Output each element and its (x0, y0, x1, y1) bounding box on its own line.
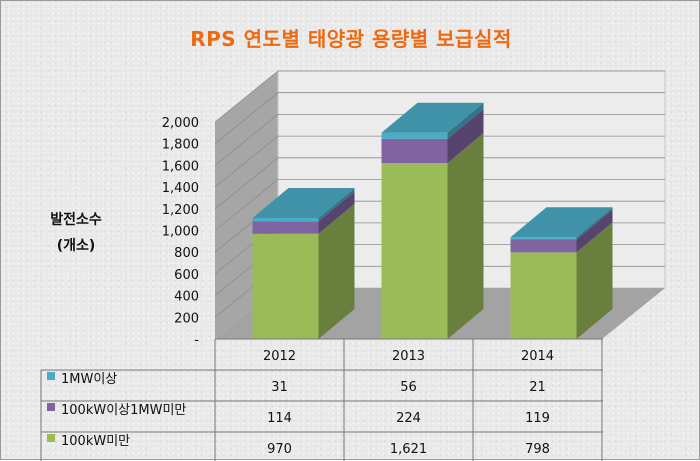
bar-side-2012-s1 (318, 191, 355, 234)
y-axis-label-line1: 발전소수 (50, 212, 102, 228)
bar-front-2013-s2 (381, 132, 448, 139)
y-tick-label: 1,400 (162, 181, 199, 196)
bar-front-2014-s2 (510, 237, 577, 240)
bar-front-2013-s0 (381, 163, 448, 339)
legend-swatch (47, 434, 55, 442)
y-tick-label: 400 (174, 290, 199, 305)
bar-top-2013 (381, 102, 484, 133)
bar-side-2014-s2 (576, 207, 613, 240)
data-table-legend: 1MW이상 100kW이상1MW미만 100kW미만 (41, 361, 211, 454)
gridline (214, 114, 665, 166)
bar-front-2014-s1 (510, 239, 577, 253)
bar-side-2012-s2 (318, 188, 355, 222)
y-tick-label: 1,600 (162, 159, 199, 174)
gridline (214, 135, 665, 188)
data-label-2013-s0: 1,621 (390, 442, 427, 457)
y-tick-label: 200 (174, 311, 199, 326)
legend-row: 100kW이상1MW미만 (41, 392, 211, 423)
data-label-2012-s0: 970 (267, 442, 292, 457)
bar-front-2012-s0 (252, 233, 319, 339)
y-tick-label: 800 (174, 246, 199, 261)
legend-label: 1MW이상 (61, 372, 118, 387)
bar-front-2013-s1 (381, 138, 448, 164)
gridline (214, 157, 665, 210)
bar-front-2014-s0 (510, 252, 577, 339)
legend-label: 100kW이상1MW미만 (61, 403, 187, 418)
y-tick-label: 1,200 (162, 203, 199, 218)
y-tick-label: - (194, 333, 199, 348)
bar-side-2012-s0 (318, 203, 355, 339)
y-axis-label-line2: (개소) (56, 238, 96, 254)
x-tick-label-2012: 2012 (263, 349, 296, 364)
legend-row: 1MW이상 (41, 361, 211, 392)
data-label-2013-s1: 224 (396, 411, 421, 426)
legend-row: 100kW미만 (41, 423, 211, 454)
bar-front-2012-s1 (252, 221, 319, 234)
legend-swatch (47, 403, 55, 411)
data-label-2014-s2: 21 (529, 380, 546, 395)
bar-side-2013-s1 (447, 108, 484, 164)
x-tick-label-2014: 2014 (521, 349, 554, 364)
gridline (214, 179, 665, 231)
gridline (214, 92, 665, 145)
bar-side-2013-s2 (447, 102, 484, 139)
bar-top-2012 (252, 188, 355, 219)
gridline (214, 70, 665, 123)
y-tick-label: 2,000 (162, 116, 199, 131)
data-label-2014-s1: 119 (525, 411, 550, 426)
data-label-2012-s2: 31 (271, 380, 288, 395)
chart-title: RPS 연도별 태양광 용량별 보급실적 (190, 27, 512, 51)
legend-swatch (47, 372, 55, 380)
bar-side-2014-s0 (576, 222, 613, 339)
bar-front-2012-s2 (252, 218, 319, 222)
data-label-2014-s0: 798 (525, 442, 550, 457)
data-label-2013-s2: 56 (400, 380, 417, 395)
bar-side-2014-s1 (576, 209, 613, 253)
y-tick-label: 1,800 (162, 138, 199, 153)
x-tick-label-2013: 2013 (392, 349, 425, 364)
y-axis-label: 발전소수 (개소) (31, 207, 121, 259)
bar-side-2013-s0 (447, 133, 484, 339)
bar-top-2014 (510, 207, 613, 238)
y-tick-label: 1,000 (162, 225, 199, 240)
data-label-2012-s1: 114 (267, 411, 292, 426)
y-tick-label: 600 (174, 268, 199, 283)
legend-label: 100kW미만 (61, 434, 131, 449)
